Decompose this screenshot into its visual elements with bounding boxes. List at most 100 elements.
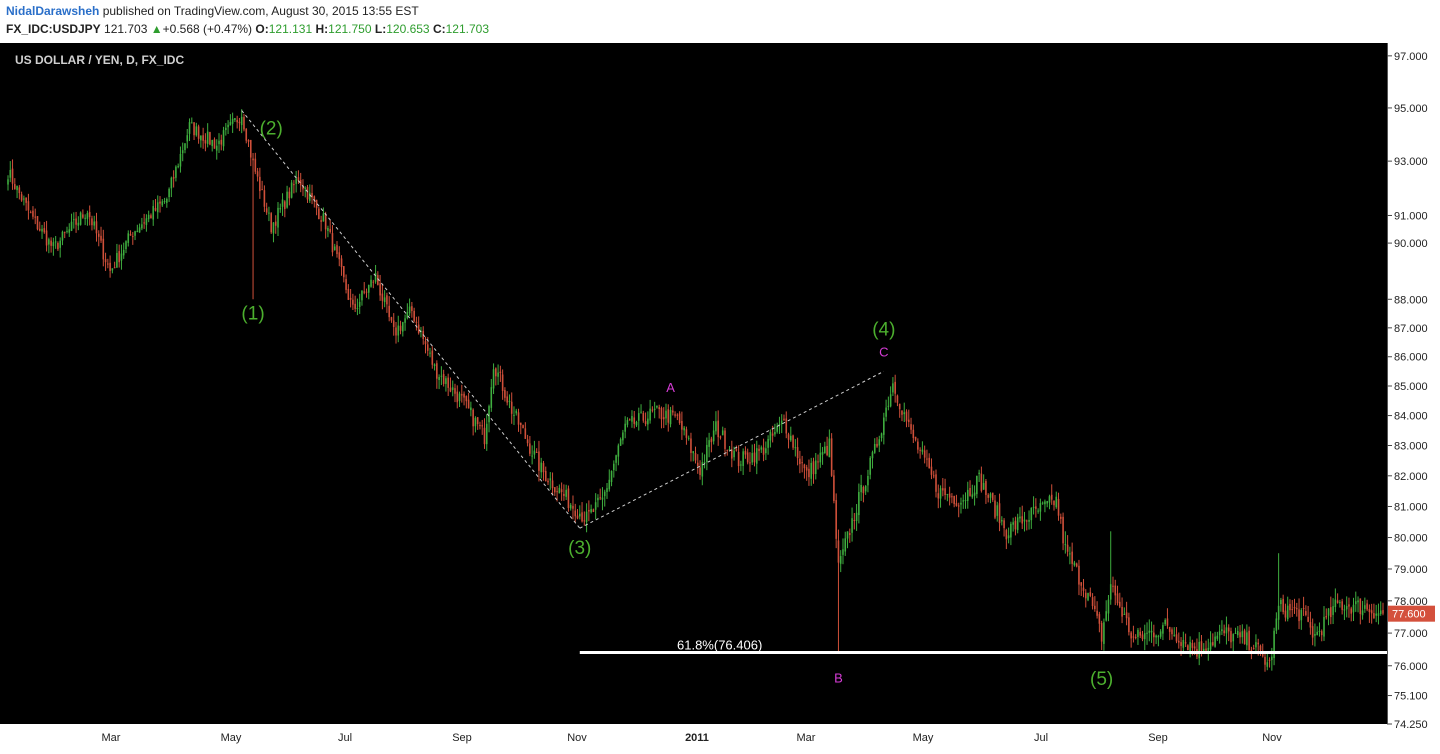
candle-body [227, 124, 229, 128]
candle-body [1377, 613, 1380, 616]
candle-body [1307, 616, 1309, 622]
candle-body [438, 377, 440, 381]
candle-body [610, 470, 613, 483]
candle-body [819, 452, 822, 463]
candle-body [642, 412, 645, 421]
candle-body [256, 171, 259, 177]
candle-body [1053, 500, 1055, 506]
candle-body [1041, 502, 1044, 504]
candle-body [917, 441, 919, 450]
candle-body [633, 417, 636, 424]
time-axis[interactable] [0, 724, 1440, 754]
candle-body [347, 288, 350, 300]
candle-body [721, 430, 724, 436]
candle-body [408, 306, 411, 314]
candle-body [810, 462, 813, 479]
candle-body [740, 464, 742, 466]
candle-body [769, 431, 772, 441]
candle-body [284, 201, 286, 209]
candle-body [23, 198, 25, 200]
candle-body [699, 467, 701, 475]
candle-body [896, 395, 899, 403]
candle-body [585, 511, 588, 522]
candle-body [717, 420, 719, 438]
candle-body [1146, 632, 1148, 634]
candle-body [980, 473, 983, 491]
candle-body [1284, 610, 1287, 618]
candle-body [392, 320, 395, 327]
time-tick-label: May [913, 732, 934, 744]
candle-body [726, 449, 729, 451]
candle-body [647, 418, 649, 425]
candle-body [27, 201, 30, 211]
candle-body [529, 443, 531, 454]
symbol-name[interactable]: FX_IDC:USDJPY [6, 22, 101, 36]
candle-body [91, 218, 93, 226]
candle-body [386, 295, 388, 305]
candle-body [1091, 597, 1094, 607]
candle-body [1275, 618, 1278, 631]
candle-body [104, 259, 107, 263]
candle-body [864, 485, 867, 492]
candle-body [837, 540, 840, 563]
candle-body [70, 221, 73, 231]
candle-body [38, 228, 41, 231]
candle-body [1373, 613, 1375, 619]
candle-body [97, 233, 100, 237]
price-tick-label: 79.000 [1394, 564, 1428, 576]
author-link[interactable]: NidalDarawsheh [6, 4, 100, 18]
candle-body [481, 425, 484, 427]
candle-body [161, 201, 164, 206]
candle-body [1066, 544, 1069, 552]
candle-body [1155, 635, 1157, 638]
price-tick-label: 84.000 [1394, 411, 1428, 423]
candle-body [1193, 646, 1196, 649]
candle-body [1153, 632, 1155, 638]
candle-body [1010, 523, 1012, 538]
candle-body [1007, 535, 1010, 539]
abc-correction-label: B [834, 670, 843, 685]
candle-body [474, 417, 477, 427]
candle-body [1266, 662, 1269, 667]
candle-body [1105, 611, 1107, 621]
candle-body [20, 194, 23, 201]
candle-body [1182, 640, 1185, 648]
abc-correction-label: C [879, 345, 888, 360]
candle-body [88, 212, 91, 218]
candle-body [935, 474, 937, 492]
candle-body [179, 153, 182, 167]
candle-body [712, 430, 715, 442]
candle-body [66, 230, 68, 232]
candle-body [113, 267, 116, 269]
candle-body [45, 230, 48, 246]
price-chart[interactable]: US DOLLAR / YEN, D, FX_IDC 61.8%(76.406)… [0, 43, 1440, 754]
candle-body [322, 213, 325, 222]
candle-body [274, 221, 277, 226]
candle-body [454, 388, 456, 394]
candle-body [1259, 645, 1262, 651]
candle-body [190, 122, 193, 124]
candle-body [932, 475, 935, 477]
candle-body [1230, 631, 1232, 643]
candle-body [1001, 520, 1003, 522]
candle-body [660, 407, 663, 420]
candle-body [1289, 603, 1291, 611]
candle-body [749, 462, 751, 464]
candle-body [1302, 607, 1305, 609]
candle-body [1016, 517, 1019, 531]
candle-body [36, 216, 39, 230]
candle-body [1191, 643, 1194, 648]
candle-body [197, 126, 200, 139]
candle-body [1159, 631, 1162, 637]
candle-body [1214, 636, 1216, 647]
candle-body [449, 387, 452, 392]
plot-area[interactable] [0, 43, 1387, 724]
candle-body [883, 417, 885, 435]
candle-body [1028, 519, 1030, 522]
candle-body [656, 405, 658, 408]
candle-body [1125, 612, 1128, 619]
fib-618-label: 61.8%(76.406) [677, 637, 762, 652]
candle-body [504, 390, 506, 398]
candle-body [159, 201, 161, 204]
candle-body [75, 218, 77, 225]
